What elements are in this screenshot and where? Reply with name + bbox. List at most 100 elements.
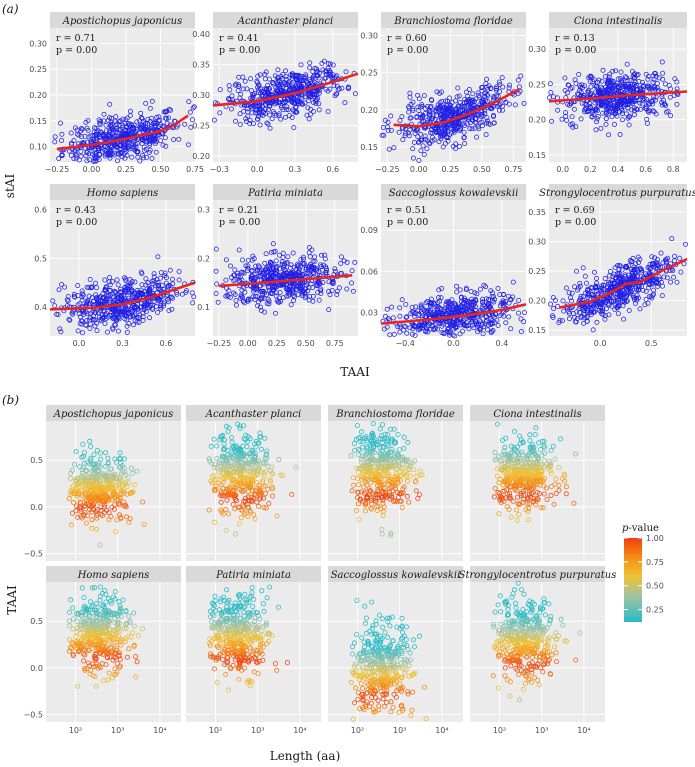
data-point (97, 120, 103, 126)
y-tick-label: 0.15 (528, 151, 546, 160)
data-point (263, 69, 269, 75)
data-point (305, 105, 311, 111)
data-point (406, 133, 412, 139)
data-point (421, 152, 427, 157)
x-tick-label: 0.6 (160, 339, 173, 348)
data-point (484, 120, 490, 126)
data-point (160, 123, 166, 129)
data-point (461, 129, 467, 135)
data-point (270, 109, 276, 115)
data-point (140, 155, 146, 161)
data-point (485, 93, 491, 99)
data-point (52, 134, 58, 140)
data-point (446, 106, 452, 112)
data-point (134, 149, 140, 155)
data-point (191, 104, 197, 110)
data-point (472, 119, 478, 125)
data-point (325, 88, 331, 94)
scatter-points (546, 59, 681, 138)
data-point (420, 143, 426, 149)
data-point (103, 122, 109, 128)
data-point (162, 115, 168, 121)
data-point (286, 113, 292, 119)
data-point (493, 86, 499, 91)
data-point (419, 137, 425, 143)
data-point (487, 105, 493, 111)
facet-a-apostichopus-japonicus: Apostichopus japonicus−0.25 0.00 0.25 0.50 0… (29, 12, 204, 174)
data-point (491, 114, 496, 120)
fit-line (393, 87, 521, 128)
y-tick-label: 0.20 (29, 91, 47, 100)
y-tick-label: 0.25 (528, 80, 546, 89)
data-point (418, 137, 424, 143)
data-point (275, 67, 281, 73)
data-point (607, 71, 613, 77)
fit-line (56, 114, 189, 151)
data-point (379, 132, 385, 138)
y-tick-label: 0.06 (360, 267, 378, 276)
data-point (278, 102, 284, 108)
data-point (427, 115, 432, 121)
data-point (484, 76, 490, 82)
data-point (455, 85, 461, 91)
x-tick-label: 0.25 (268, 339, 286, 348)
x-tick-label: 0.8 (667, 165, 680, 174)
data-point (154, 114, 160, 120)
facet-title: Strongylocentrotus purpuratus (539, 188, 695, 199)
data-point (589, 74, 595, 80)
data-point (295, 81, 301, 87)
y-tick-label: 0.2 (197, 254, 210, 263)
data-point (247, 117, 253, 123)
data-point (447, 95, 453, 101)
data-point (472, 112, 478, 118)
data-point (259, 88, 265, 94)
data-point (382, 117, 388, 123)
data-point (100, 146, 106, 152)
data-point (276, 111, 282, 117)
data-point (299, 93, 305, 99)
data-point (461, 134, 467, 140)
data-point (80, 140, 86, 145)
data-point (427, 112, 433, 118)
data-point (425, 104, 430, 109)
data-point (162, 109, 168, 115)
facet-a-branchiostoma-floridae: Branchiostoma floridae−0.25 0.00 0.25 0.50 0… (360, 12, 527, 174)
data-point (257, 72, 263, 78)
y-tick-label: 0.1 (197, 303, 210, 312)
x-tick-label: −0.25 (45, 165, 70, 174)
data-point (475, 112, 481, 118)
data-point (237, 111, 243, 117)
data-point (410, 155, 416, 161)
data-point (500, 107, 505, 113)
data-point (264, 120, 270, 126)
data-point (107, 147, 113, 153)
data-point (101, 111, 107, 117)
data-point (142, 148, 147, 154)
data-point (124, 115, 130, 121)
data-point (186, 99, 192, 105)
data-point (59, 153, 65, 158)
data-point (142, 127, 148, 133)
data-point (343, 69, 349, 75)
data-point (274, 100, 280, 106)
data-point (129, 122, 135, 128)
data-point (438, 112, 444, 118)
y-tick-label: 0.5 (34, 254, 47, 263)
data-point (87, 157, 93, 163)
data-point (443, 102, 449, 108)
data-point (403, 130, 408, 136)
data-point (515, 77, 521, 83)
data-point (405, 130, 411, 136)
data-point (400, 137, 406, 143)
data-point (304, 112, 310, 118)
data-point (59, 131, 65, 137)
data-point (68, 130, 74, 136)
y-tick-label: 0.20 (528, 297, 546, 306)
data-point (152, 138, 158, 144)
data-point (433, 125, 439, 131)
data-point (518, 73, 524, 79)
data-point (427, 104, 433, 110)
data-point (163, 143, 169, 149)
data-point (243, 116, 249, 122)
data-point (475, 111, 481, 117)
